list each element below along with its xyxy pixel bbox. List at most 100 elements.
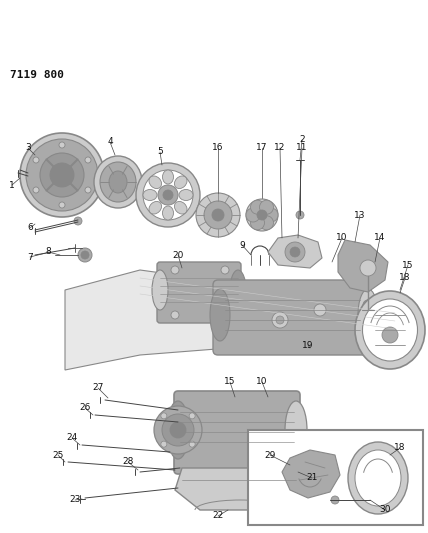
Text: 28: 28	[122, 457, 134, 466]
Text: 25: 25	[52, 450, 64, 459]
Circle shape	[26, 139, 98, 211]
Circle shape	[81, 251, 89, 259]
Circle shape	[189, 441, 195, 447]
Text: 21: 21	[306, 473, 318, 482]
Text: 17: 17	[256, 143, 268, 152]
Circle shape	[331, 496, 339, 504]
Text: 6: 6	[27, 223, 33, 232]
Circle shape	[189, 413, 195, 419]
Text: 12: 12	[274, 143, 285, 152]
Polygon shape	[268, 235, 322, 268]
Circle shape	[154, 406, 202, 454]
Circle shape	[161, 413, 167, 419]
Text: 24: 24	[66, 433, 77, 442]
Circle shape	[212, 209, 224, 221]
Circle shape	[221, 311, 229, 319]
Polygon shape	[282, 450, 340, 498]
Circle shape	[276, 316, 284, 324]
Circle shape	[163, 190, 173, 200]
FancyBboxPatch shape	[213, 280, 371, 355]
Ellipse shape	[210, 289, 230, 341]
Ellipse shape	[149, 176, 161, 189]
Ellipse shape	[175, 201, 187, 214]
Text: 22: 22	[212, 512, 223, 521]
Polygon shape	[175, 468, 310, 510]
Circle shape	[161, 441, 167, 447]
Polygon shape	[65, 270, 395, 370]
Ellipse shape	[94, 156, 142, 208]
Text: 10: 10	[336, 233, 348, 243]
Text: 26: 26	[79, 403, 91, 413]
Circle shape	[360, 260, 376, 276]
Circle shape	[363, 300, 373, 310]
FancyBboxPatch shape	[174, 391, 300, 474]
Circle shape	[264, 208, 278, 222]
Text: 4: 4	[107, 138, 113, 147]
Ellipse shape	[109, 171, 127, 193]
Text: 5: 5	[157, 148, 163, 157]
Circle shape	[78, 248, 92, 262]
Circle shape	[170, 422, 186, 438]
Circle shape	[40, 153, 84, 197]
Circle shape	[246, 199, 278, 231]
Ellipse shape	[152, 270, 168, 310]
Circle shape	[136, 163, 200, 227]
Text: 15: 15	[224, 377, 236, 386]
Text: 10: 10	[256, 377, 268, 386]
Circle shape	[272, 312, 288, 328]
Text: 19: 19	[302, 341, 314, 350]
Text: 23: 23	[69, 496, 81, 505]
Ellipse shape	[358, 289, 378, 341]
Ellipse shape	[100, 162, 136, 202]
Circle shape	[85, 157, 91, 163]
Text: 18: 18	[399, 273, 411, 282]
Ellipse shape	[363, 299, 417, 361]
Text: 1: 1	[9, 181, 15, 190]
Text: 27: 27	[92, 384, 104, 392]
Ellipse shape	[348, 442, 408, 514]
Ellipse shape	[230, 270, 246, 310]
Circle shape	[296, 211, 304, 219]
Circle shape	[314, 304, 326, 316]
Circle shape	[59, 142, 65, 148]
Ellipse shape	[355, 450, 401, 506]
Ellipse shape	[285, 401, 307, 459]
Circle shape	[259, 200, 273, 214]
Circle shape	[171, 266, 179, 274]
Circle shape	[204, 201, 232, 229]
Text: 29: 29	[265, 450, 276, 459]
Circle shape	[162, 414, 194, 446]
Circle shape	[290, 247, 300, 257]
Text: 15: 15	[402, 261, 414, 270]
Circle shape	[33, 187, 39, 193]
Ellipse shape	[149, 201, 161, 214]
Circle shape	[33, 157, 39, 163]
Circle shape	[196, 193, 240, 237]
Ellipse shape	[163, 206, 173, 220]
Text: 13: 13	[354, 211, 366, 220]
Ellipse shape	[163, 170, 173, 184]
Circle shape	[285, 242, 305, 262]
Text: 11: 11	[296, 143, 308, 152]
FancyBboxPatch shape	[157, 262, 241, 323]
Circle shape	[85, 187, 91, 193]
Circle shape	[250, 216, 265, 230]
Text: 14: 14	[374, 233, 386, 243]
Bar	[248, 430, 423, 525]
Text: 30: 30	[379, 505, 391, 514]
Ellipse shape	[355, 291, 425, 369]
Text: 7119 800: 7119 800	[10, 70, 64, 80]
Ellipse shape	[167, 401, 189, 459]
Circle shape	[221, 266, 229, 274]
Circle shape	[158, 185, 178, 205]
Text: 16: 16	[212, 143, 224, 152]
Polygon shape	[338, 240, 388, 292]
Text: 3: 3	[25, 143, 31, 152]
Circle shape	[74, 217, 82, 225]
Text: 18: 18	[394, 443, 406, 453]
Circle shape	[143, 170, 193, 220]
Ellipse shape	[175, 176, 187, 189]
Circle shape	[50, 163, 74, 187]
Ellipse shape	[143, 190, 157, 200]
Text: 7: 7	[27, 253, 33, 262]
